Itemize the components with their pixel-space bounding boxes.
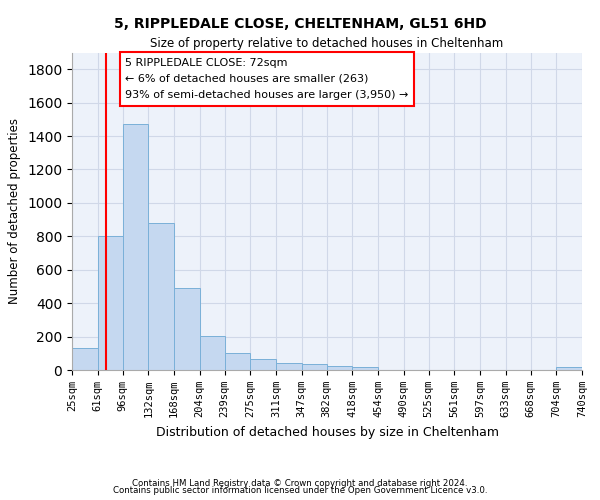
Bar	[122, 124, 148, 370]
Bar	[250, 359, 276, 370]
Bar	[352, 366, 378, 370]
Bar	[326, 366, 352, 370]
Text: 5, RIPPLEDALE CLOSE, CHELTENHAM, GL51 6HD: 5, RIPPLEDALE CLOSE, CHELTENHAM, GL51 6H…	[113, 18, 487, 32]
Y-axis label: Number of detached properties: Number of detached properties	[8, 118, 22, 304]
Bar	[72, 348, 98, 370]
Bar	[276, 364, 302, 370]
Title: Size of property relative to detached houses in Cheltenham: Size of property relative to detached ho…	[151, 37, 503, 50]
Text: Contains HM Land Registry data © Crown copyright and database right 2024.: Contains HM Land Registry data © Crown c…	[132, 478, 468, 488]
Bar	[556, 366, 582, 370]
Bar	[98, 236, 122, 370]
X-axis label: Distribution of detached houses by size in Cheltenham: Distribution of detached houses by size …	[155, 426, 499, 438]
Bar	[200, 336, 224, 370]
Bar	[224, 354, 250, 370]
Text: Contains public sector information licensed under the Open Government Licence v3: Contains public sector information licen…	[113, 486, 487, 495]
Text: 5 RIPPLEDALE CLOSE: 72sqm
← 6% of detached houses are smaller (263)
93% of semi-: 5 RIPPLEDALE CLOSE: 72sqm ← 6% of detach…	[125, 58, 409, 100]
Bar	[174, 288, 200, 370]
Bar	[148, 223, 174, 370]
Bar	[302, 364, 326, 370]
